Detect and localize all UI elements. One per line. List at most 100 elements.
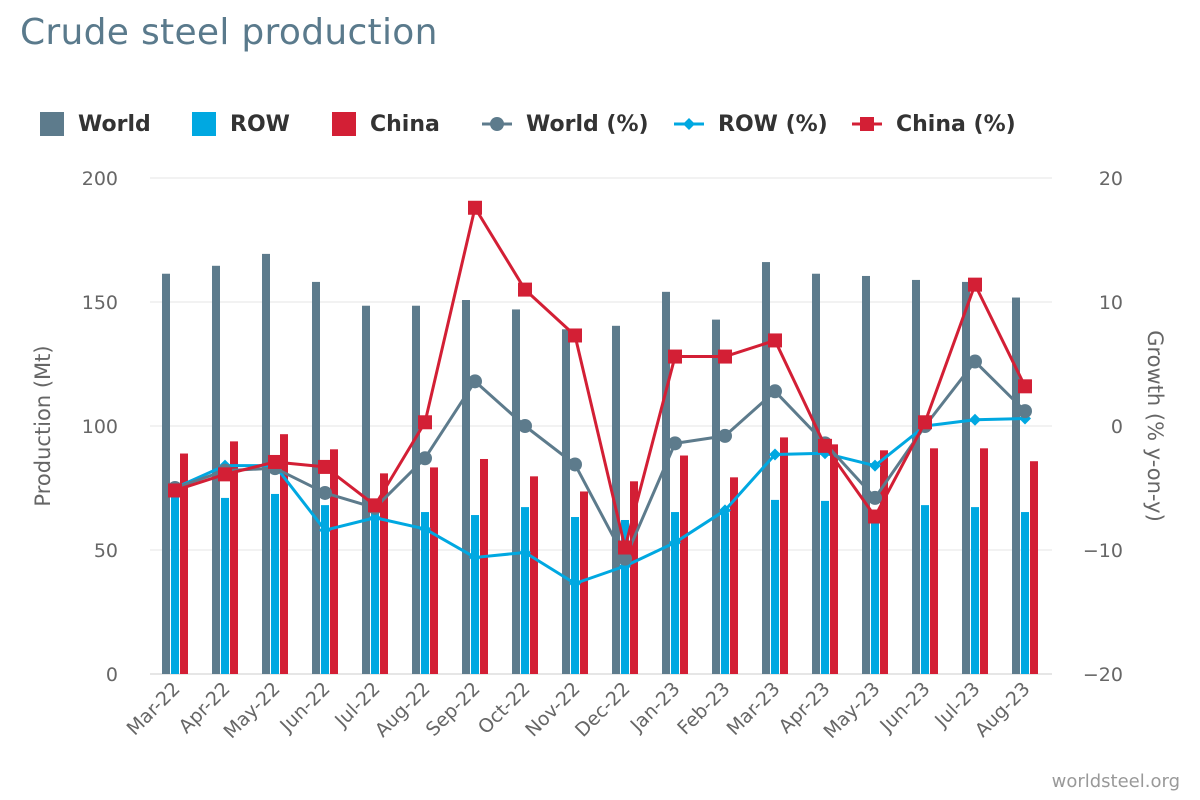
bar-china [380, 473, 388, 674]
legend-item-china[interactable]: China [332, 108, 440, 140]
bar-world [862, 275, 870, 674]
y2-axis-title: Growth (% y-on-y) [1143, 330, 1167, 522]
bar-world [912, 279, 920, 674]
legend-swatch [192, 112, 216, 136]
legend-line-marker [852, 117, 882, 131]
bar-row [271, 493, 279, 674]
row-growth-point [369, 511, 381, 524]
legend-swatch [40, 112, 64, 136]
legend: World ROW China World (%) ROW (%) China (%) [40, 108, 1140, 140]
bar-world [962, 281, 970, 674]
row-growth-point [519, 546, 531, 559]
bar-china [330, 449, 338, 674]
bar-china [830, 444, 838, 674]
x-tick-label: Jun-22 [275, 678, 334, 737]
world-growth-point [618, 551, 632, 566]
bar-row [621, 519, 629, 674]
bar-world [1012, 297, 1020, 674]
china-growth-point [268, 454, 282, 469]
world-growth-line [174, 360, 1027, 561]
bar-row [1021, 512, 1029, 674]
x-tick-label: Aug-23 [971, 678, 1035, 742]
world-growth-series [168, 354, 1032, 566]
row-growth-point [569, 577, 581, 590]
bar-row [521, 507, 529, 674]
legend-item-china[interactable]: China (%) [852, 108, 1016, 140]
credit-text: worldsteel.org [1051, 771, 1180, 792]
bar-row [471, 515, 479, 674]
china-growth-point [668, 349, 682, 364]
bar-row [571, 517, 579, 674]
bar-china [730, 477, 738, 674]
y2-tick-label: 10 [1099, 292, 1123, 314]
bar-row [421, 512, 429, 674]
bar-row [821, 500, 829, 674]
x-tick-label: Dec-22 [571, 678, 635, 742]
bar-row [321, 505, 329, 674]
x-tick-label: Feb-23 [673, 678, 734, 739]
bar-row [721, 513, 729, 674]
bar-row [671, 512, 679, 674]
bar-china [230, 441, 238, 674]
bar-china [180, 453, 188, 674]
world-growth-point [968, 354, 982, 369]
china-growth-series [168, 200, 1032, 555]
bar-china [780, 437, 788, 674]
world-growth-point [468, 374, 482, 389]
chart-title: Crude steel production [20, 12, 438, 53]
china-growth-point [718, 349, 732, 364]
x-tick-label: Jan-23 [626, 678, 685, 737]
legend-line-marker [482, 117, 512, 131]
bar-row [971, 507, 979, 674]
y-tick-label: 200 [82, 168, 118, 190]
bar-row [221, 497, 229, 674]
legend-item-row[interactable]: ROW (%) [674, 108, 828, 140]
china-growth-point [568, 328, 582, 343]
china-growth-point [918, 415, 932, 430]
legend-label: ROW (%) [718, 111, 828, 137]
bar-china [680, 455, 688, 674]
china-growth-point [868, 509, 882, 524]
world-growth-point [1018, 404, 1032, 419]
world-growth-point [318, 485, 332, 500]
gridlines [150, 177, 1052, 675]
bar-world [462, 300, 470, 674]
bar-china [280, 434, 288, 674]
china-growth-point [468, 200, 482, 215]
world-growth-point [868, 490, 882, 505]
legend-item-world[interactable]: World [40, 108, 151, 140]
bar-world [712, 319, 720, 674]
bar-china [430, 467, 438, 674]
row-growth-point [669, 536, 681, 549]
legend-label: China [370, 111, 440, 137]
china-growth-point [818, 438, 832, 453]
bar-china [630, 481, 638, 674]
x-tick-label: Sep-22 [422, 678, 485, 741]
china-growth-point [368, 498, 382, 513]
bar-china [480, 458, 488, 674]
legend-item-row[interactable]: ROW [192, 108, 290, 140]
y-tick-label: 50 [94, 540, 118, 562]
china-growth-point [418, 415, 432, 430]
legend-item-world[interactable]: World (%) [482, 108, 649, 140]
legend-line-marker [674, 118, 704, 130]
world-growth-point [568, 457, 582, 472]
y2-tick-label: 20 [1099, 168, 1123, 190]
y2-tick-label: −20 [1083, 664, 1123, 686]
bar-china [880, 450, 888, 674]
world-growth-point [418, 451, 432, 466]
bar-china [580, 491, 588, 674]
x-tick-label: Aug-22 [371, 678, 435, 742]
china-growth-point [318, 459, 332, 474]
y2-tick-label: 0 [1111, 416, 1123, 438]
y2-tick-label: −10 [1083, 540, 1123, 562]
world-growth-point [668, 436, 682, 451]
legend-label: China (%) [896, 111, 1016, 137]
bar-world [562, 329, 570, 674]
x-tick-label: Mar-23 [723, 678, 785, 740]
bar-world [612, 325, 620, 674]
china-growth-point [1018, 379, 1032, 394]
row-growth-point [969, 413, 981, 426]
bar-china [930, 448, 938, 674]
row-growth-point [869, 459, 881, 472]
